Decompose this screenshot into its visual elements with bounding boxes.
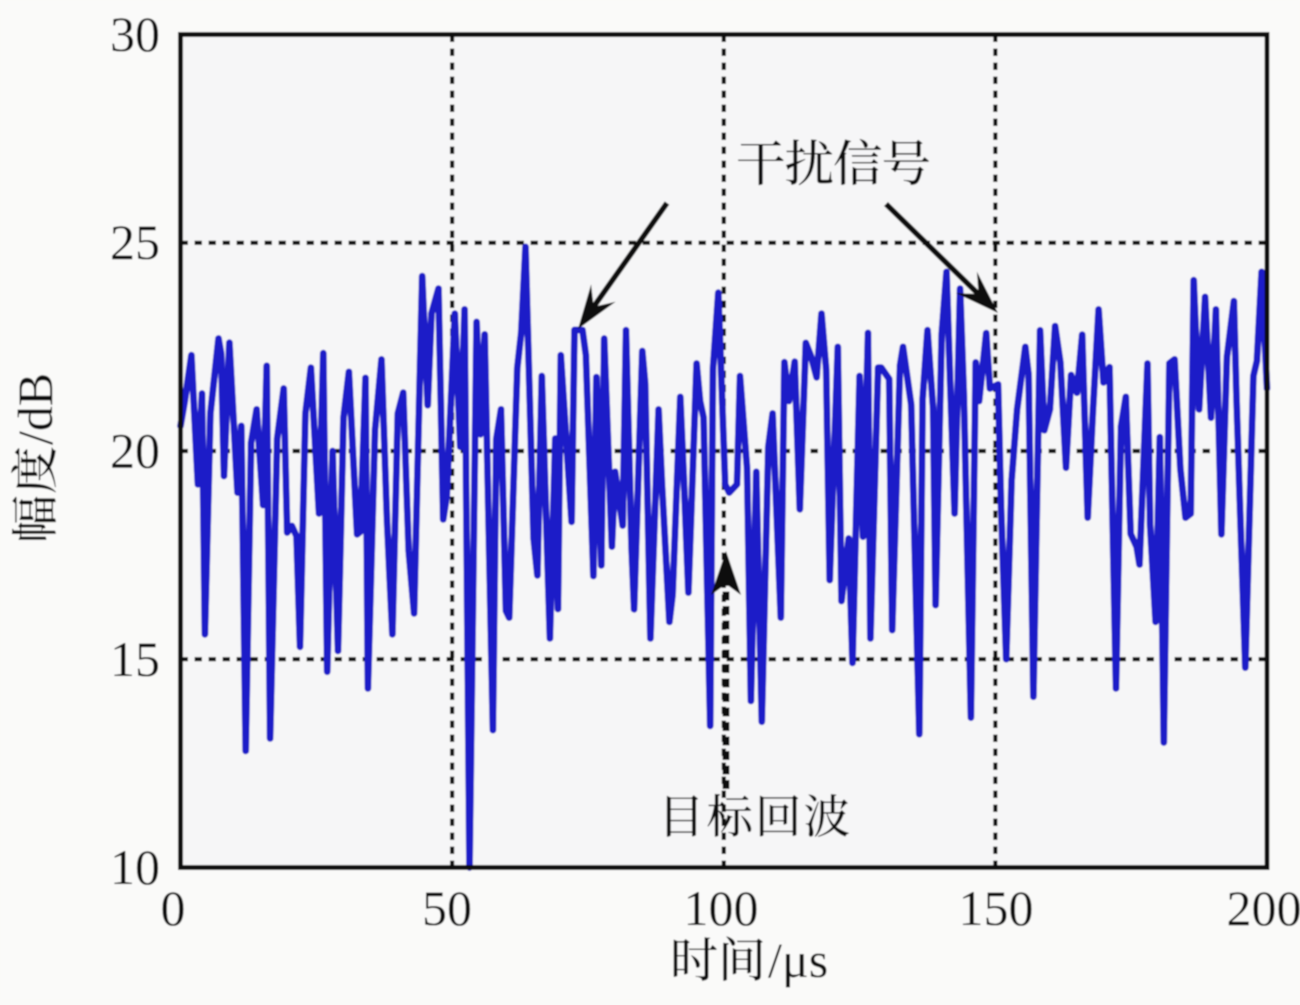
- svg-text:15: 15: [110, 631, 160, 687]
- svg-text:/μs: /μs: [768, 932, 828, 988]
- svg-text:10: 10: [110, 839, 160, 895]
- svg-text:25: 25: [110, 214, 160, 270]
- svg-text:200: 200: [1227, 880, 1300, 936]
- svg-text:30: 30: [110, 6, 160, 62]
- svg-text:0: 0: [161, 880, 186, 936]
- svg-text:150: 150: [959, 880, 1034, 936]
- svg-text:20: 20: [110, 423, 160, 479]
- svg-text:100: 100: [684, 880, 759, 936]
- svg-text:50: 50: [422, 880, 472, 936]
- svg-text:/dB: /dB: [7, 373, 63, 445]
